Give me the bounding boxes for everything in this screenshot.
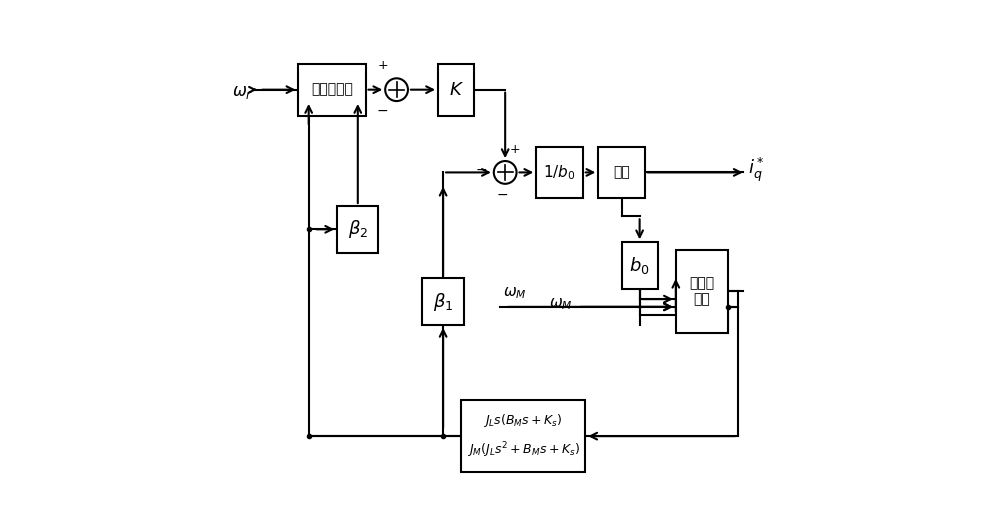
- Text: −: −: [497, 188, 508, 202]
- Text: $1/b_0$: $1/b_0$: [543, 163, 576, 182]
- Text: −: −: [476, 163, 488, 177]
- Text: $K$: $K$: [449, 81, 464, 99]
- Text: $\beta_2$: $\beta_2$: [348, 218, 368, 241]
- Text: 限幅: 限幅: [613, 166, 630, 179]
- Bar: [298, 64, 366, 116]
- Text: $J_M(J_Ls^2+B_Ms+K_s)$: $J_M(J_Ls^2+B_Ms+K_s)$: [467, 441, 580, 460]
- Bar: [536, 147, 583, 198]
- Text: $i_q^*$: $i_q^*$: [748, 156, 765, 184]
- Bar: [438, 64, 474, 116]
- Bar: [422, 278, 464, 325]
- Text: −: −: [377, 104, 388, 118]
- Text: $J_Ls(B_Ms+K_s)$: $J_Ls(B_Ms+K_s)$: [483, 412, 563, 429]
- Bar: [622, 242, 658, 289]
- Text: +: +: [377, 59, 388, 72]
- Bar: [676, 250, 728, 333]
- Text: $\omega_M$: $\omega_M$: [503, 285, 526, 301]
- Text: $\omega_M$: $\omega_M$: [549, 296, 572, 312]
- Text: $b_0$: $b_0$: [629, 255, 650, 276]
- Bar: [598, 147, 645, 198]
- Text: 跟踪微分器: 跟踪微分器: [311, 83, 353, 97]
- Bar: [337, 206, 378, 253]
- Text: 状态观
测器: 状态观 测器: [689, 276, 714, 306]
- Text: +: +: [509, 143, 520, 156]
- Text: $\beta_1$: $\beta_1$: [433, 290, 453, 313]
- Bar: [461, 400, 585, 473]
- Text: $\omega_r$: $\omega_r$: [232, 83, 253, 101]
